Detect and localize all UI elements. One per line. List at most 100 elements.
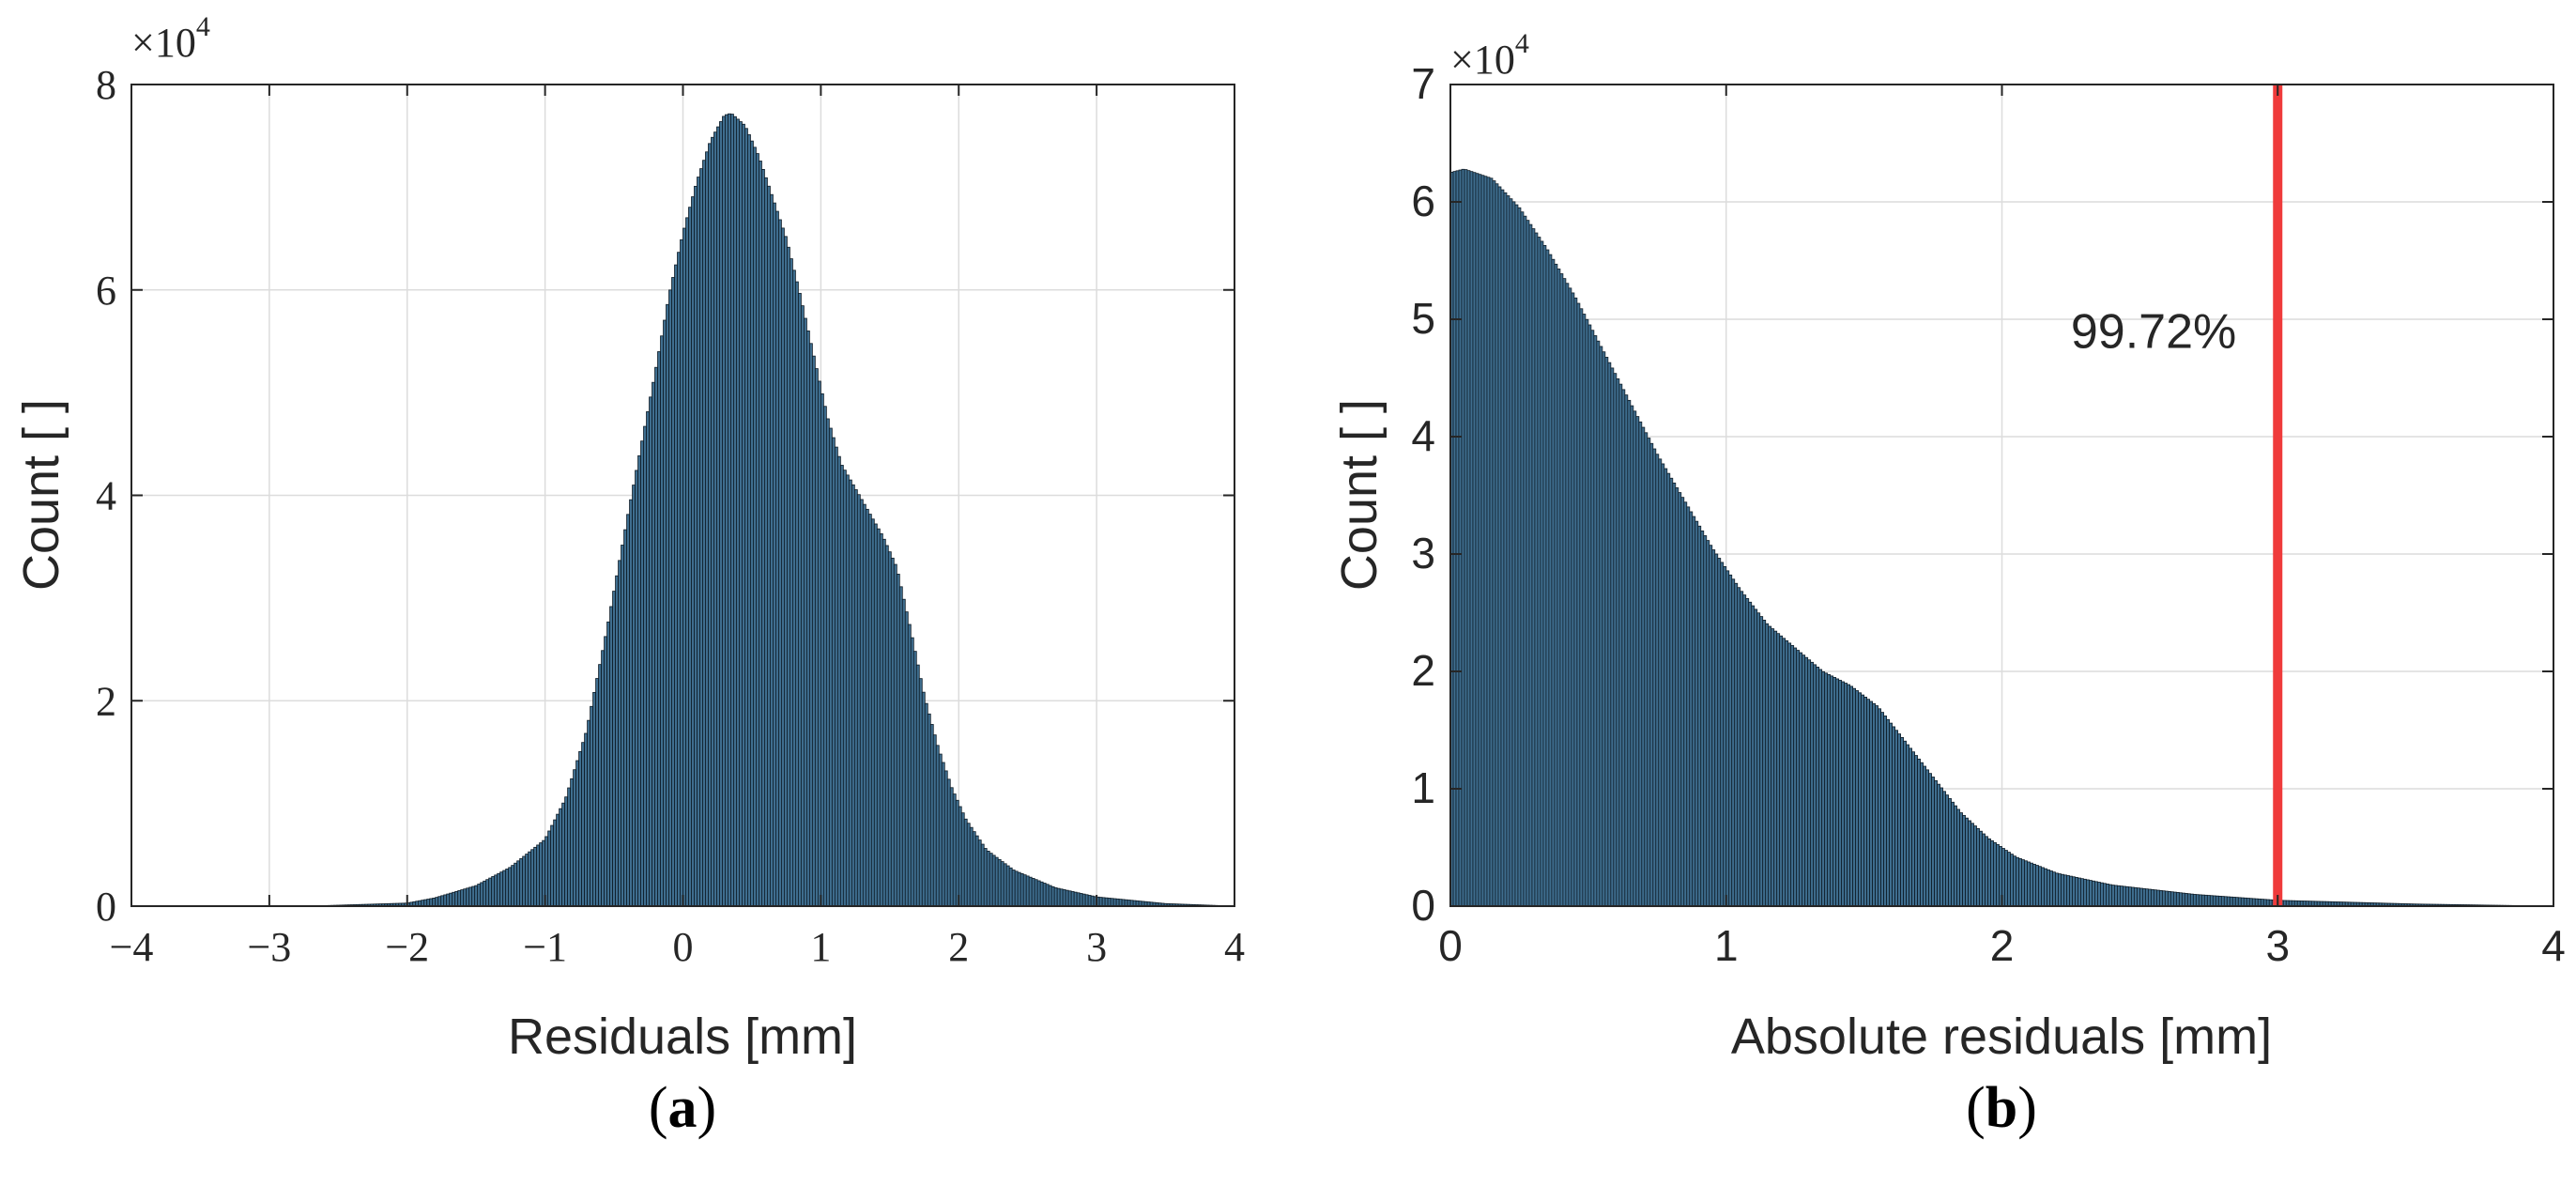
- chart-b-bar-269: [2206, 895, 2211, 907]
- chart-a-bar-231: [781, 227, 785, 907]
- chart-b-bar-202: [2018, 858, 2022, 907]
- chart-b-bar-48: [1585, 318, 1589, 907]
- chart-a-bar-134: [508, 867, 513, 907]
- chart-b-bar-197: [2004, 850, 2008, 907]
- chart-a-bar-125: [483, 880, 487, 907]
- chart-a-bar-178: [632, 485, 636, 907]
- chart-b-bar-134: [1827, 673, 1832, 907]
- chart-a-bar-180: [637, 454, 641, 907]
- chart-b-bar-176: [1945, 794, 1949, 907]
- chart-b-bar-192: [1990, 839, 1994, 907]
- chart-b-bar-222: [2075, 877, 2078, 907]
- chart-b-ytick-label-2: 2: [1411, 646, 1435, 695]
- chart-a-bar-194: [677, 252, 681, 907]
- chart-b-bar-96: [1720, 562, 1725, 907]
- chart-a-bar-177: [629, 499, 633, 907]
- chart-a-bar-193: [674, 264, 678, 907]
- chart-b-bar-68: [1641, 426, 1646, 907]
- chart-a-bar-157: [573, 769, 576, 907]
- chart-b-bar-29: [1531, 228, 1536, 907]
- chart-a-bar-259: [859, 499, 864, 907]
- chart-b-bar-79: [1672, 482, 1677, 907]
- chart-a-bar-323: [1039, 881, 1044, 907]
- chart-b-bar-172: [1934, 779, 1938, 907]
- chart-a-bar-110: [440, 895, 445, 907]
- chart-b-bar-56: [1607, 362, 1612, 907]
- chart-b-bar-223: [2078, 877, 2081, 907]
- chart-a-bar-295: [960, 812, 965, 907]
- chart-b-bar-61: [1621, 389, 1626, 907]
- chart-b-bar-200: [2013, 855, 2016, 907]
- chart-a-bar-257: [853, 489, 858, 907]
- chart-b-bar-9: [1475, 173, 1480, 907]
- chart-b-bar-247: [2144, 888, 2149, 907]
- chart-a-bar-223: [759, 161, 762, 907]
- chart-a-bar-335: [1073, 891, 1078, 907]
- chart-a-bar-230: [778, 219, 782, 907]
- chart-b-bar-187: [1976, 827, 1980, 907]
- chart-b-bar-85: [1689, 511, 1694, 907]
- chart-b-ylabel: Count [ ]: [1331, 399, 1388, 591]
- chart-b-bar-273: [2217, 895, 2222, 907]
- chart-a-bar-116: [457, 890, 462, 907]
- chart-b-bar-290: [2265, 899, 2270, 907]
- chart-a-bar-293: [955, 799, 959, 907]
- chart-a-xtick-label-8: 4: [1224, 924, 1245, 970]
- chart-a-bar-298: [969, 826, 974, 907]
- chart-b-bar-140: [1844, 683, 1848, 907]
- chart-a-bar-344: [1098, 897, 1103, 907]
- chart-a-bar-267: [882, 538, 886, 907]
- chart-a-bar-306: [991, 855, 996, 907]
- chart-a-bar-213: [730, 114, 734, 907]
- chart-b-bar-182: [1962, 814, 1966, 907]
- chart-a-bar-318: [1025, 875, 1030, 907]
- chart-b-bar-185: [1970, 823, 1974, 907]
- chart-a-bar-297: [966, 823, 971, 907]
- chart-b-bar-95: [1717, 558, 1722, 907]
- chart-a-bar-216: [739, 121, 743, 907]
- chart-a-bar-217: [742, 123, 745, 907]
- chart-b-bar-19: [1503, 192, 1508, 907]
- chart-b-bar-157: [1892, 726, 1895, 907]
- chart-a-bar-337: [1079, 893, 1083, 907]
- chart-a-bar-167: [601, 650, 605, 907]
- chart-b-bar-280: [2237, 897, 2242, 907]
- chart-b-bar-201: [2016, 856, 2019, 907]
- chart-a-bar-209: [719, 121, 723, 907]
- chart-b-bar-148: [1866, 699, 1871, 907]
- chart-a-bar-308: [997, 858, 1002, 907]
- chart-b-bar-272: [2215, 895, 2219, 907]
- chart-b-bar-146: [1861, 694, 1865, 907]
- chart-b-bar-152: [1878, 708, 1882, 907]
- chart-b: 99.72% 0 1 2 3 4 0 1 2 3 4 5 6 7 ×104 Absolute resid…: [1331, 28, 2566, 1065]
- chart-a-bar-339: [1084, 894, 1089, 907]
- chart-a-bar-170: [609, 606, 613, 907]
- chart-a-bar-336: [1076, 892, 1081, 907]
- chart-a-bar-191: [668, 289, 672, 907]
- chart-b-bar-169: [1925, 769, 1929, 907]
- chart-a-bar-133: [505, 869, 510, 907]
- chart-b-bar-133: [1824, 672, 1829, 907]
- chart-b-bar-62: [1624, 394, 1629, 907]
- chart-b-bar-44: [1573, 297, 1578, 907]
- chart-b-bar-67: [1638, 421, 1643, 907]
- chart-b-bar-175: [1942, 791, 1946, 907]
- chart-a-bar-237: [797, 292, 802, 907]
- chart-b-bar-158: [1894, 730, 1898, 907]
- chart-b-bar-82: [1680, 497, 1685, 907]
- chart-b-bar-177: [1948, 798, 1952, 907]
- chart-a-bar-192: [671, 277, 675, 907]
- chart-b-bar-57: [1610, 367, 1615, 907]
- chart-b-bar-170: [1928, 773, 1932, 907]
- chart-b-bar-21: [1509, 198, 1513, 907]
- chart-a-bar-290: [946, 778, 951, 907]
- chart-b-bar-25: [1520, 211, 1525, 907]
- chart-a-bar-232: [784, 236, 788, 907]
- chart-b-bar-135: [1830, 675, 1834, 907]
- chart-b-bar-41: [1565, 283, 1570, 907]
- chart-b-bar-180: [1956, 808, 1960, 907]
- chart-a-bar-127: [488, 877, 493, 907]
- chart-b-bar-142: [1849, 685, 1854, 907]
- chart-b-bar-262: [2186, 893, 2191, 907]
- chart-a-axes-box: [130, 84, 1235, 907]
